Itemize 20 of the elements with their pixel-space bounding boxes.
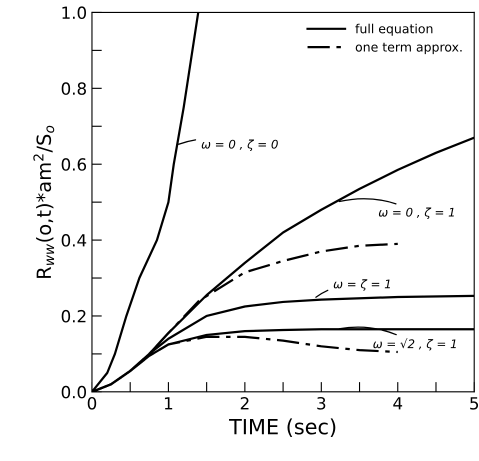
legend-label: one term approx. [356, 42, 462, 54]
x-tick-label: 1 [164, 397, 172, 410]
annotation: ω = 0 , ζ = 1 [378, 208, 454, 219]
y-tick-label: 0.2 [62, 310, 86, 323]
y-axis-title: R$_{ww}$(o,t)*am$^{2}$/S$_{o}$ [33, 126, 54, 278]
annotation: ω = ζ = 1 [334, 279, 390, 291]
x-tick-label: 5 [470, 397, 478, 410]
x-tick-label: 4 [393, 397, 402, 410]
x-tick-label: 0 [88, 397, 96, 410]
y-tick-label: 1.0 [62, 6, 86, 20]
y-tick-label: 0.8 [62, 82, 86, 95]
x-tick-label: 3 [317, 397, 326, 410]
x-axis-title: TIME (sec) [229, 418, 336, 437]
legend-label: full equation [355, 24, 432, 36]
y-tick-label: 0.6 [62, 158, 86, 171]
annotation: ω = 0 , ζ = 0 [202, 140, 278, 151]
y-tick-label: 0.4 [62, 234, 86, 247]
annotation: ω = √2 , ζ = 1 [373, 338, 456, 351]
x-tick-label: 2 [240, 397, 248, 410]
y-tick-label: 0.0 [62, 386, 86, 398]
